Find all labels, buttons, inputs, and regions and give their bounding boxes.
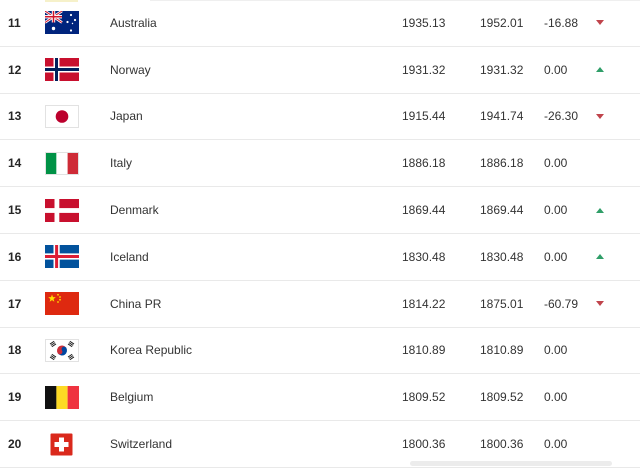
horizontal-scrollbar-thumb[interactable] <box>410 461 612 466</box>
rank-number: 16 <box>8 249 22 264</box>
trend-arrow-slot <box>590 207 610 213</box>
country-name: Belgium <box>110 390 154 405</box>
rank-number: 14 <box>8 156 22 171</box>
trend-arrow-slot <box>590 113 610 119</box>
points-value: 1935.13 <box>402 15 446 30</box>
country-name: Iceland <box>110 249 149 264</box>
previous-points-value: 1800.36 <box>480 437 524 452</box>
previous-points-value: 1952.01 <box>480 15 524 30</box>
points-value: 1830.48 <box>402 249 446 264</box>
points-value: 1809.52 <box>402 390 446 405</box>
points-value: 1869.44 <box>402 203 446 218</box>
country-name: China PR <box>110 296 162 311</box>
rank-up-icon <box>596 207 604 213</box>
previous-points-value: 1886.18 <box>480 156 524 171</box>
rank-number: 12 <box>8 62 22 77</box>
flag-switzerland-icon <box>45 433 110 456</box>
points-change-value: 0.00 <box>544 156 568 171</box>
rank-up-icon <box>596 67 604 73</box>
rank-number: 19 <box>8 390 22 405</box>
flag-belgium-icon <box>45 385 110 409</box>
table-row[interactable]: 14 Italy 1886.18 1886.18 0.00 <box>0 140 640 188</box>
previous-points-value: 1809.52 <box>480 390 524 405</box>
points-value: 1915.44 <box>402 109 446 124</box>
points-change-value: -26.30 <box>544 109 579 124</box>
flag-denmark-icon <box>45 198 110 222</box>
flag-china-pr-icon <box>45 292 110 316</box>
points-change-value: -16.88 <box>544 15 579 30</box>
points-change-value: 0.00 <box>544 343 568 358</box>
points-change-value: -60.79 <box>544 296 579 311</box>
points-change-value: 0.00 <box>544 390 568 405</box>
points-change-value: 0.00 <box>544 249 568 264</box>
table-row[interactable]: 13 Japan 1915.44 1941.74 -26.30 <box>0 93 640 141</box>
points-value: 1886.18 <box>402 156 446 171</box>
table-row[interactable]: 11 Australia 1935.13 1952.01 -16.88 <box>0 0 640 47</box>
points-change-value: 0.00 <box>544 62 568 77</box>
previous-points-value: 1875.01 <box>480 296 524 311</box>
rank-number: 18 <box>8 343 22 358</box>
flag-iceland-icon <box>45 245 110 269</box>
country-name: Italy <box>110 156 133 171</box>
country-name: Switzerland <box>110 437 173 452</box>
flag-norway-icon <box>45 58 110 82</box>
points-change-value: 0.00 <box>544 203 568 218</box>
trend-arrow-slot <box>590 67 610 73</box>
table-row[interactable]: 18 Korea Republic 1810.89 1810.89 0.00 <box>0 327 640 375</box>
rank-number: 17 <box>8 296 22 311</box>
flag-korea-republic-icon <box>45 338 110 362</box>
points-change-value: 0.00 <box>544 437 568 452</box>
previous-points-value: 1869.44 <box>480 203 524 218</box>
rank-number: 13 <box>8 109 22 124</box>
trend-arrow-slot <box>590 254 610 260</box>
points-value: 1810.89 <box>402 343 446 358</box>
trend-arrow-slot <box>590 20 610 26</box>
previous-points-value: 1810.89 <box>480 343 524 358</box>
flag-japan-icon <box>45 104 110 128</box>
rank-up-icon <box>596 254 604 260</box>
country-name: Norway <box>110 62 151 77</box>
country-name: Australia <box>110 15 157 30</box>
rank-down-icon <box>596 20 604 26</box>
trend-arrow-slot <box>590 301 610 307</box>
table-row[interactable]: 16 Iceland 1830.48 1830.48 0.00 <box>0 233 640 281</box>
rank-down-icon <box>596 113 604 119</box>
country-name: Denmark <box>110 203 159 218</box>
table-row[interactable]: 12 Norway 1931.32 1931.32 0.00 <box>0 46 640 94</box>
table-row[interactable]: 15 Denmark 1869.44 1869.44 0.00 <box>0 187 640 234</box>
table-row[interactable]: 20 Switzerland 1800.36 1800.36 0.00 <box>0 421 640 468</box>
table-row[interactable]: 19 Belgium 1809.52 1809.52 0.00 <box>0 374 640 422</box>
country-name: Korea Republic <box>110 343 193 358</box>
previous-points-value: 1941.74 <box>480 109 524 124</box>
points-value: 1800.36 <box>402 437 446 452</box>
previous-points-value: 1931.32 <box>480 62 524 77</box>
points-value: 1814.22 <box>402 296 446 311</box>
points-value: 1931.32 <box>402 62 446 77</box>
previous-points-value: 1830.48 <box>480 249 524 264</box>
table-row[interactable]: 17 China PR 1814.22 1875.01 -60.79 <box>0 280 640 328</box>
flag-australia-icon <box>45 11 110 35</box>
flag-italy-icon <box>45 151 110 175</box>
rank-number: 11 <box>8 15 21 30</box>
rank-number: 15 <box>8 203 22 218</box>
rank-down-icon <box>596 301 604 307</box>
country-name: Japan <box>110 109 143 124</box>
rank-number: 20 <box>8 437 22 452</box>
